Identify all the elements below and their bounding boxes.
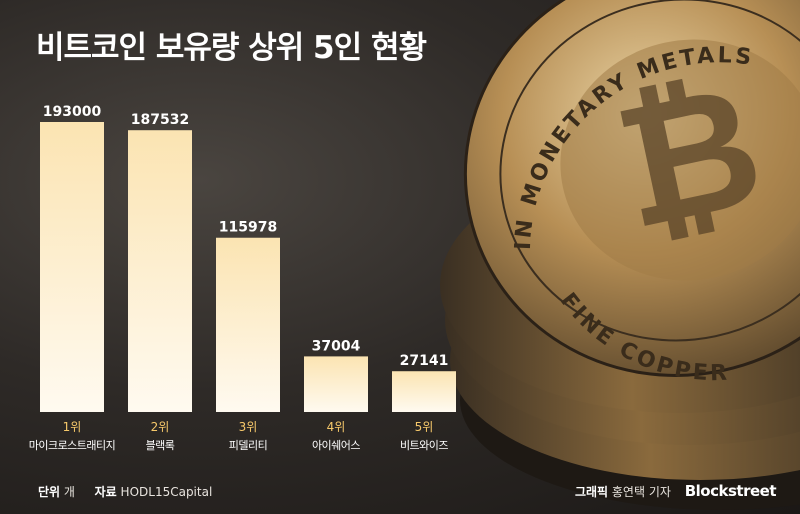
bar-rank-label-1: 1위 (63, 420, 82, 434)
unit-value: 개 (63, 485, 75, 499)
bar-value-label-4: 37004 (312, 338, 361, 354)
bar-value-label-5: 27141 (400, 353, 449, 369)
bar-value-label-2: 187532 (131, 112, 189, 128)
credit-label: 그래픽 (574, 485, 609, 499)
bar-4 (304, 356, 368, 412)
coin-inner-ring (499, 0, 800, 342)
bar-category-label-2: 블랙록 (146, 439, 175, 452)
bar-category-label-4: 아이쉐어스 (312, 439, 360, 452)
bar-2 (128, 130, 192, 412)
source-label: 자료 (94, 485, 117, 499)
bar-5 (392, 371, 456, 412)
coin-center (560, 39, 800, 281)
bar-rank-label-2: 2위 (151, 420, 170, 434)
bar-value-label-3: 115978 (219, 220, 277, 236)
credit-value: 홍연택 기자 (611, 485, 671, 499)
bar-3 (216, 237, 280, 412)
bar-value-label-1: 193000 (43, 104, 102, 120)
bar-category-label-3: 피델리티 (229, 439, 267, 452)
bar-rank-label-4: 4위 (327, 420, 346, 434)
bar-rank-label-3: 3위 (239, 420, 258, 434)
source-value: HODL15Capital (120, 485, 213, 499)
bar-category-label-1: 마이크로스트래티지 (29, 439, 116, 452)
bar-rank-label-5: 5위 (415, 420, 434, 434)
bar-category-label-5: 비트와이즈 (400, 439, 448, 452)
chart-title: 비트코인 보유량 상위 5인 현황 (36, 30, 427, 66)
unit-label: 단위 (38, 485, 61, 499)
brand-logo: Blockstreet (684, 482, 777, 500)
bar-1 (40, 122, 104, 412)
footer-unit-source: 단위 개 자료 HODL15Capital (38, 483, 212, 500)
footer-credit: 그래픽 홍연택 기자 Blockstreet (574, 482, 777, 500)
